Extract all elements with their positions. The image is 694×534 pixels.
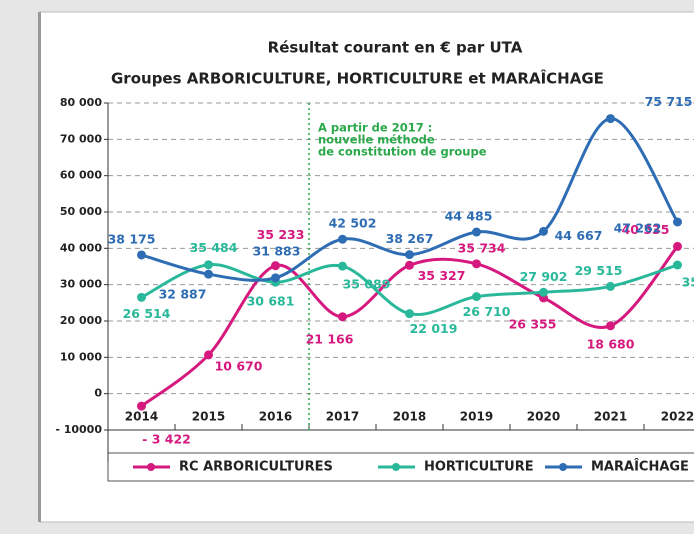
annotation: de constitution de groupe <box>318 145 487 159</box>
value-label: 44 485 <box>445 209 493 224</box>
y-tick-label: 50 000 <box>60 205 102 218</box>
value-label: 35 233 <box>257 227 305 242</box>
point <box>271 273 280 283</box>
x-tick-label: 2018 <box>393 410 426 424</box>
point <box>472 227 481 237</box>
series-line <box>141 117 679 282</box>
value-label: 18 680 <box>587 336 635 351</box>
y-tick-label: 70 000 <box>60 132 102 145</box>
point <box>606 281 615 291</box>
point <box>271 261 280 271</box>
value-label: 30 681 <box>247 294 295 309</box>
value-label: 47 262 <box>614 220 662 235</box>
value-label: 32 887 <box>159 287 207 302</box>
point <box>137 250 146 260</box>
point <box>539 287 548 297</box>
x-tick-label: 2017 <box>326 410 359 424</box>
legend-label: MARAÎCHAGE <box>591 459 689 475</box>
value-label: 26 355 <box>509 316 557 331</box>
value-label: 22 019 <box>410 321 458 336</box>
value-label: 35 089 <box>343 277 391 292</box>
value-label: 44 667 <box>555 228 603 243</box>
legend-marker <box>559 463 567 471</box>
x-tick-label: 2014 <box>125 410 158 424</box>
y-tick-label: - 10000 <box>55 423 102 436</box>
value-label: 35 734 <box>458 240 506 255</box>
point <box>405 309 414 319</box>
y-tick-label: 0 <box>94 387 102 400</box>
x-tick-label: 2016 <box>259 410 292 424</box>
value-label: 10 670 <box>215 358 263 373</box>
panel <box>39 11 694 523</box>
value-label: 35 484 <box>190 240 238 255</box>
point <box>673 260 682 270</box>
point <box>137 401 146 411</box>
annotation: nouvelle méthode <box>318 133 435 147</box>
y-tick-label: 80 000 <box>60 96 102 109</box>
value-label: 35 327 <box>418 268 466 283</box>
y-tick-label: 30 000 <box>60 278 102 291</box>
value-label: 26 710 <box>463 304 511 319</box>
point <box>204 260 213 270</box>
point <box>606 114 615 124</box>
point <box>606 321 615 331</box>
point <box>472 259 481 269</box>
x-tick-label: 2020 <box>527 410 560 424</box>
value-label: 29 515 <box>575 263 623 278</box>
value-label: 40 535 <box>622 222 670 237</box>
x-tick-label: 2022 <box>661 410 694 424</box>
x-tick-label: 2021 <box>594 410 627 424</box>
point <box>338 261 347 271</box>
point <box>673 217 682 227</box>
value-label: 38 267 <box>386 231 434 246</box>
point <box>338 312 347 322</box>
value-label: 26 514 <box>123 306 171 321</box>
x-tick-label: 2019 <box>460 410 493 424</box>
chart-subtitle: Groupes ARBORICULTURE, HORTICULTURE et M… <box>111 69 604 88</box>
value-label: 21 166 <box>306 331 354 346</box>
y-tick-label: 60 000 <box>60 169 102 182</box>
value-label: 75 715 <box>645 94 693 109</box>
legend-label: HORTICULTURE <box>424 460 534 475</box>
legend-label: RC ARBORICULTURES <box>179 460 333 475</box>
point <box>204 269 213 279</box>
value-label: 35 413 <box>682 274 694 289</box>
value-label: - 3 422 <box>142 432 191 447</box>
point <box>405 260 414 270</box>
point <box>673 241 682 251</box>
legend-marker <box>392 463 400 471</box>
point <box>137 292 146 302</box>
y-tick-label: 20 000 <box>60 314 102 327</box>
panel-edge <box>38 12 41 522</box>
value-label: 42 502 <box>329 216 377 231</box>
point <box>338 234 347 244</box>
chart-title: Résultat courant en € par UTA <box>268 39 523 57</box>
annotation: A partir de 2017 : <box>318 121 432 135</box>
point <box>472 292 481 302</box>
point <box>539 226 548 236</box>
legend-marker <box>147 463 155 471</box>
y-tick-label: 10 000 <box>60 350 102 363</box>
x-tick-label: 2015 <box>192 410 225 424</box>
legend-box <box>107 452 694 482</box>
value-label: 31 883 <box>253 243 301 258</box>
y-tick-label: 40 000 <box>60 241 102 254</box>
value-label: 27 902 <box>520 269 568 284</box>
value-label: 38 175 <box>108 231 156 246</box>
point <box>204 350 213 360</box>
point <box>405 250 414 260</box>
